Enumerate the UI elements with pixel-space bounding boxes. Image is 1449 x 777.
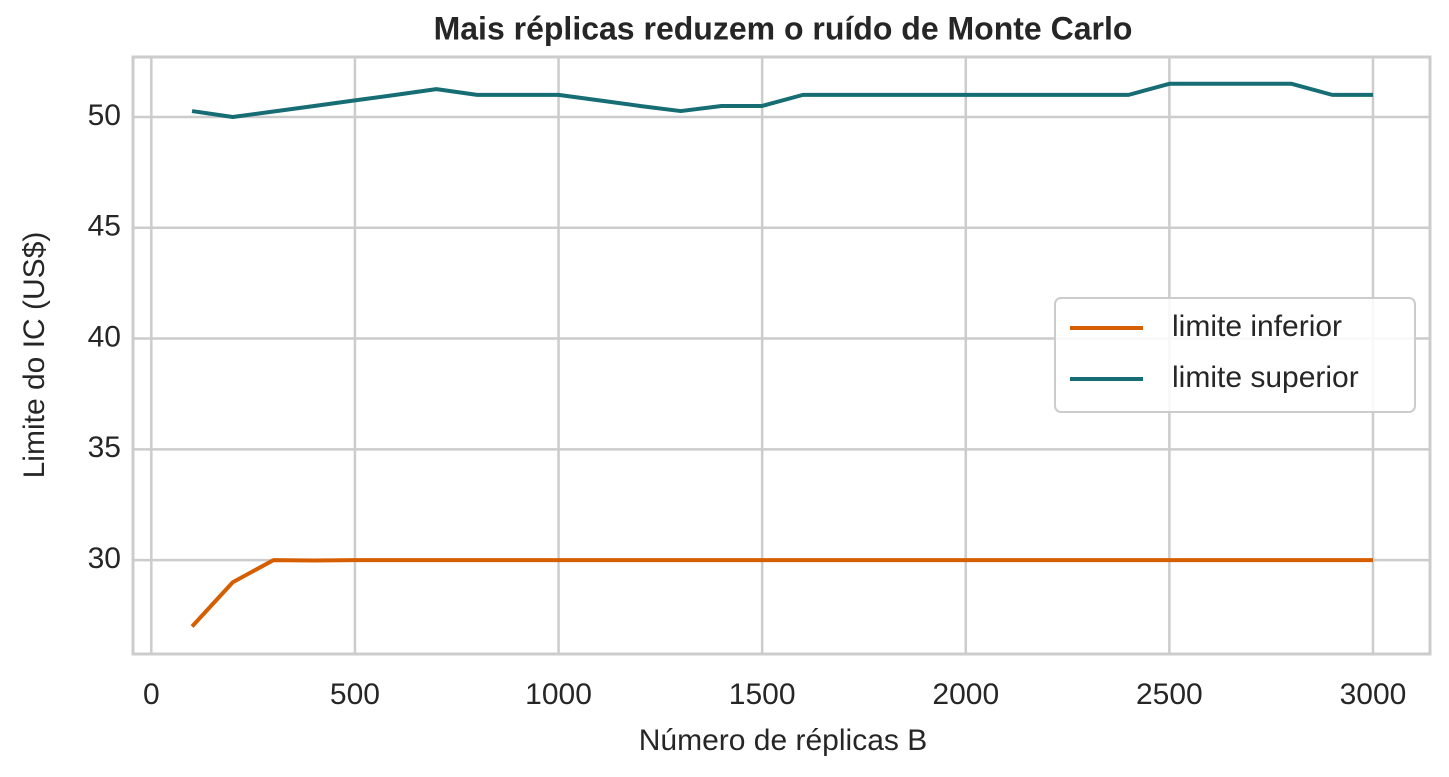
x-tick-label: 3000 [1340,678,1407,711]
legend-box [1054,297,1416,413]
x-tick-label: 2000 [932,678,999,711]
x-tick-label: 2500 [1136,678,1203,711]
y-tick-label: 40 [88,320,121,353]
plot-frame [131,55,1432,656]
x-tick-label: 500 [330,678,380,711]
legend: limite inferior limite superior [1054,297,1416,413]
y-tick-label: 50 [88,99,121,132]
x-tick-label: 1000 [525,678,592,711]
data-line [191,81,1373,120]
chart-title: Mais réplicas reduzem o ruído de Monte C… [434,10,1133,46]
y-tick-label: 35 [88,431,121,464]
legend-label: limite inferior [1172,310,1342,343]
x-tick-label: 0 [143,678,160,711]
x-tick-label: 1500 [729,678,796,711]
y-tick-label: 45 [88,210,121,243]
data-line [190,558,1373,628]
legend-label: limite superior [1172,361,1359,394]
x-axis-label: Número de réplicas B [639,724,927,757]
y-tick-label: 30 [88,542,121,575]
y-axis-label: Limite do IC (US$) [18,232,51,479]
